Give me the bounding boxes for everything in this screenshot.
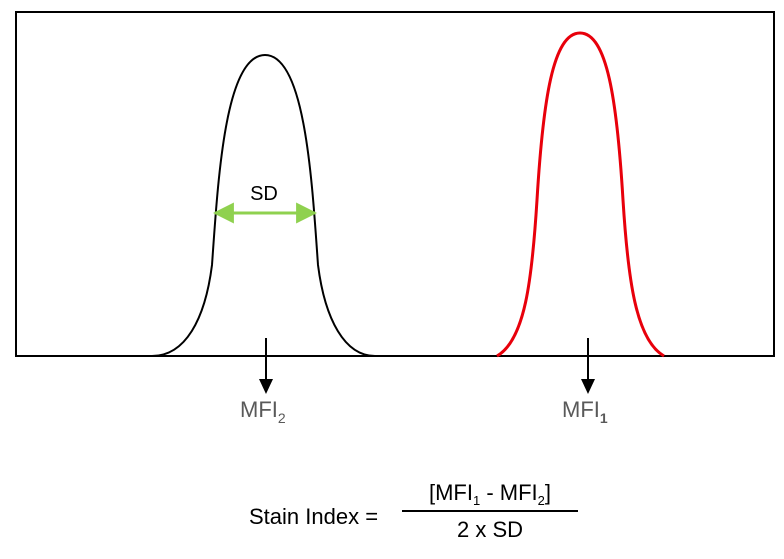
- negative-population-peak: [151, 53, 376, 357]
- mfi-2-marker: [259, 338, 273, 394]
- formula-numerator: [MFI1 - MFI2]: [429, 480, 551, 508]
- mfi-1-label: MFI1: [562, 397, 608, 426]
- mfi-2-label: MFI2: [240, 397, 286, 426]
- formula-denominator: 2 x SD: [457, 517, 523, 542]
- mfi-1-marker: [581, 338, 595, 394]
- stain-index-formula: Stain Index = [MFI1 - MFI2] 2 x SD: [249, 480, 578, 542]
- formula-lhs: Stain Index =: [249, 504, 378, 529]
- histogram-frame: [15, 11, 775, 357]
- sd-label: SD: [250, 183, 278, 205]
- positive-population-peak: [496, 31, 665, 358]
